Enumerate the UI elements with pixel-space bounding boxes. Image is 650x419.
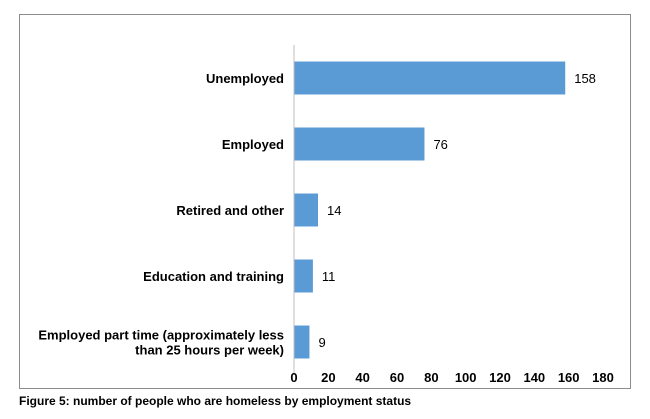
x-tick-label: 180	[592, 370, 614, 385]
category-label: Retired and other	[176, 203, 284, 218]
x-tick-label: 80	[424, 370, 438, 385]
category-label: Employed	[222, 137, 284, 152]
category-label: Education and training	[143, 269, 284, 284]
data-label: 158	[574, 71, 596, 86]
bar	[294, 61, 566, 95]
chart-area: 158 Unemployed 76 Employed 14 Retired and oth…	[19, 14, 631, 389]
x-tick-label: 20	[321, 370, 335, 385]
x-tick-label: 0	[290, 370, 297, 385]
x-tick-label: 100	[455, 370, 477, 385]
data-label: 76	[433, 137, 447, 152]
data-label: 9	[318, 335, 325, 350]
x-tick-label: 140	[523, 370, 545, 385]
x-tick-label: 120	[489, 370, 511, 385]
x-tick-label: 60	[390, 370, 404, 385]
data-label: 11	[322, 269, 336, 284]
bar	[294, 193, 319, 227]
category-label: Employed part time (approximately less th…	[38, 328, 284, 358]
bar	[294, 325, 310, 359]
data-label: 14	[327, 203, 341, 218]
bar	[294, 127, 425, 161]
figure-caption: Figure 5: number of people who are homel…	[19, 394, 412, 408]
category-label: Unemployed	[206, 71, 284, 86]
x-tick-label: 160	[558, 370, 580, 385]
bar-chart: 158 Unemployed 76 Employed 14 Retired and oth…	[38, 45, 614, 385]
x-tick-label: 40	[355, 370, 369, 385]
bar	[294, 259, 313, 293]
